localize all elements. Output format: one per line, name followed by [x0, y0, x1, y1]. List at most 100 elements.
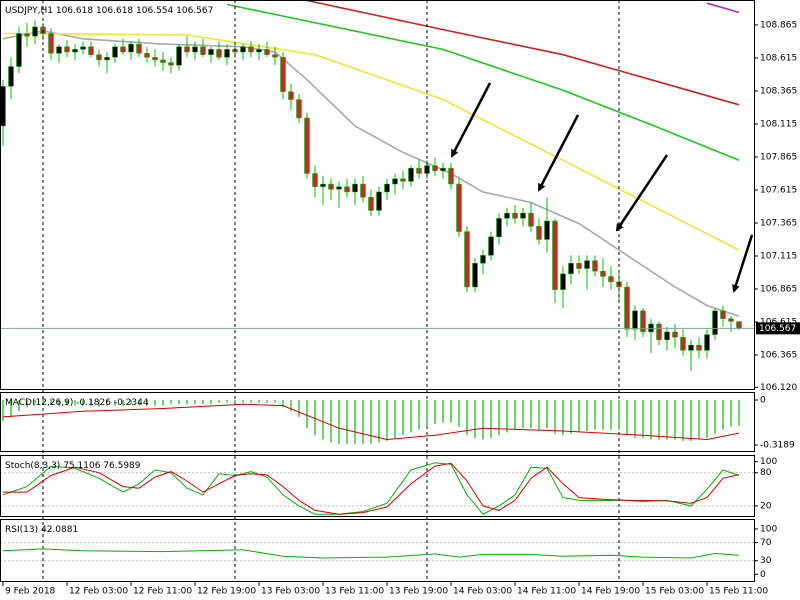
y-tick-label: 108.365	[760, 86, 797, 96]
x-tick-label: 13 Feb 19:00	[389, 587, 448, 597]
candle-body	[328, 183, 334, 190]
moving-average	[306, 0, 740, 106]
title-part: 106.618	[96, 6, 133, 16]
candle-body	[576, 263, 582, 269]
candle-body	[56, 46, 62, 54]
x-tick-label: 12 Feb 03:00	[69, 587, 128, 597]
y-tick-label: 107.365	[760, 218, 797, 228]
pane-title: MACD(12,26,9) -0.1826 -0.2344	[5, 398, 149, 408]
candle-body	[672, 331, 678, 338]
x-tick-label: 12 Feb 19:00	[197, 587, 256, 597]
candle-body	[592, 260, 598, 272]
candle-body	[432, 165, 438, 172]
candle-body	[352, 183, 358, 193]
candle-body	[80, 46, 86, 50]
candle-body	[104, 57, 110, 61]
candle-body	[288, 91, 294, 100]
title-part: 106.554	[136, 6, 173, 16]
y-tick-label: 106.865	[760, 285, 797, 295]
candle-body	[568, 263, 574, 275]
candle-body	[272, 54, 278, 58]
x-tick-label: 14 Feb 19:00	[581, 587, 640, 597]
candle-body	[472, 263, 478, 288]
pane-title: RSI(13) 42.0881	[5, 525, 78, 535]
candle-body	[336, 186, 342, 190]
candle-body	[448, 167, 454, 185]
y-tick-label: 107.115	[760, 251, 797, 261]
moving-average	[706, 2, 740, 14]
annotation-arrows	[450, 82, 754, 293]
title-part: -0.2344	[114, 398, 149, 408]
candle-body	[128, 43, 134, 53]
candle-body	[712, 310, 718, 335]
title-part: 76.5989	[103, 461, 140, 471]
candle-body	[152, 57, 158, 61]
candle-body	[416, 167, 422, 174]
y-tick-label: 107.865	[760, 152, 797, 162]
y-tick-label: 0	[760, 570, 766, 580]
candle-body	[384, 183, 390, 193]
y-tick-label: 106.120	[760, 383, 797, 393]
title-part: 106.567	[176, 6, 213, 16]
candle-body	[32, 26, 38, 37]
candle-body	[64, 46, 70, 53]
y-tick-label: 106.365	[760, 351, 797, 361]
candle-body	[736, 321, 742, 329]
candle-body	[408, 167, 414, 182]
title-part: RSI(13)	[5, 525, 38, 535]
pane	[2, 400, 740, 444]
candle-body	[520, 212, 526, 219]
candle-body	[536, 226, 542, 240]
candle-body	[144, 53, 150, 58]
pane-border	[0, 519, 755, 582]
candle-body	[120, 46, 126, 53]
candle-body	[488, 236, 494, 256]
candle-body	[584, 260, 590, 269]
title-part: 75.1106	[63, 461, 100, 471]
x-tick-label: 14 Feb 11:00	[517, 587, 576, 597]
signal-line	[2, 403, 740, 441]
candle-body	[136, 43, 142, 54]
candle-body	[696, 344, 702, 351]
pane-title: Stoch(8,3,3) 75.1106 76.5989	[5, 461, 141, 471]
candle-body	[296, 99, 302, 119]
y-tick-label: 0	[760, 396, 766, 406]
title-part: 42.0881	[41, 525, 78, 535]
x-tick-label: 15 Feb 11:00	[709, 587, 768, 597]
candle-body	[728, 318, 734, 322]
candle-body	[224, 49, 230, 58]
candle-body	[176, 46, 182, 66]
y-tick-label: 100	[760, 524, 777, 534]
candle-body	[256, 49, 262, 53]
candle-body	[400, 178, 406, 182]
candle-body	[608, 276, 614, 282]
y-tick-label: -0.3189	[760, 441, 795, 451]
x-tick-label: 12 Feb 11:00	[133, 587, 192, 597]
pane-border	[0, 455, 755, 517]
candle-body	[504, 212, 510, 219]
x-tick-label: 13 Feb 11:00	[325, 587, 384, 597]
y-tick-label: 20	[760, 501, 772, 511]
candle-body	[208, 49, 214, 55]
candle-body	[248, 46, 254, 53]
y-tick-label: 108.615	[760, 53, 797, 63]
title-part: MACD(12,26,9)	[5, 398, 73, 408]
candle-body	[200, 46, 206, 55]
title-part: -0.1826	[76, 398, 111, 408]
candle-body	[192, 46, 198, 53]
y-tick-label: 70	[760, 538, 772, 548]
y-tick-label: 80	[760, 468, 772, 478]
x-tick-label: 9 Feb 2018	[5, 587, 56, 597]
candle-body	[304, 117, 310, 174]
candle-body	[376, 191, 382, 211]
title-part: USDJPY,H1	[5, 6, 53, 16]
candle-body	[464, 231, 470, 288]
pane	[0, 462, 755, 515]
candle-body	[16, 33, 22, 67]
candle-body	[704, 334, 710, 351]
moving-average	[2, 30, 740, 317]
candle-body	[240, 46, 246, 53]
candle-body	[0, 86, 6, 127]
